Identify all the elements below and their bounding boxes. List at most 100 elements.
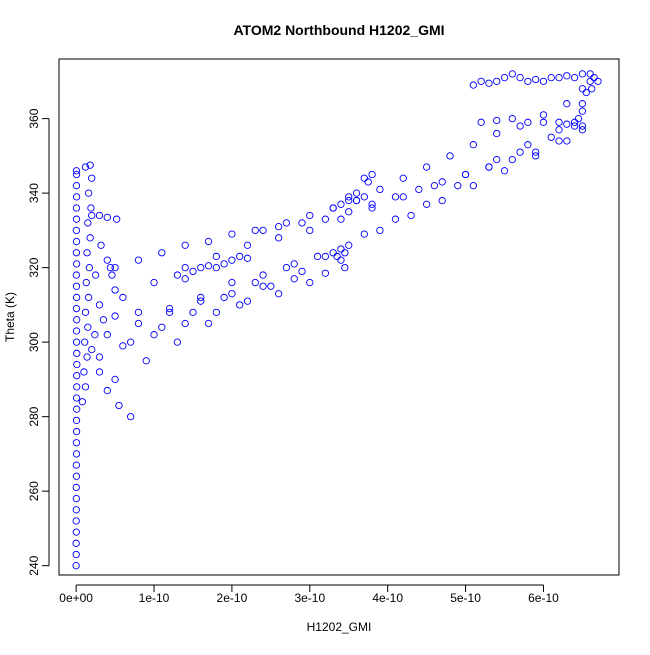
- data-point: [91, 331, 99, 339]
- data-point: [72, 204, 81, 212]
- data-point: [376, 226, 384, 235]
- data-point: [72, 517, 80, 525]
- data-point: [329, 204, 337, 212]
- data-point: [493, 116, 501, 125]
- data-point: [360, 193, 368, 201]
- data-point: [88, 174, 96, 182]
- data-point: [337, 200, 345, 208]
- data-point: [119, 293, 127, 302]
- data-point: [360, 230, 368, 238]
- data-point: [134, 256, 143, 264]
- data-point: [586, 70, 594, 78]
- data-point: [173, 271, 182, 279]
- data-point: [352, 189, 361, 197]
- data-point: [368, 200, 376, 208]
- data-point: [81, 308, 90, 316]
- data-point: [306, 226, 314, 235]
- data-point: [86, 161, 94, 169]
- data-point: [83, 249, 91, 257]
- data-point: [282, 219, 291, 227]
- data-point: [582, 88, 590, 97]
- y-axis: 240 260 280 300 320 340 360: [27, 108, 50, 576]
- data-point: [103, 256, 111, 264]
- plot-frame: [58, 58, 620, 576]
- data-point: [555, 137, 563, 145]
- data-point: [81, 383, 90, 391]
- y-tick-label: 300: [27, 332, 41, 352]
- data-point: [438, 196, 446, 205]
- data-point: [81, 163, 90, 171]
- data-point: [228, 230, 236, 238]
- x-axis-label: H1202_GMI: [307, 620, 372, 634]
- data-point: [72, 260, 81, 268]
- data-point: [95, 353, 104, 361]
- data-point: [73, 372, 81, 380]
- data-point: [85, 263, 94, 272]
- data-point: [345, 196, 353, 205]
- data-point: [563, 137, 571, 145]
- data-point: [204, 319, 213, 328]
- data-point: [547, 73, 555, 82]
- data-point: [72, 170, 81, 179]
- data-point: [516, 73, 524, 82]
- data-point: [72, 550, 80, 559]
- data-point: [72, 215, 81, 223]
- data-point: [516, 148, 524, 156]
- data-point: [189, 267, 197, 276]
- data-point: [86, 234, 94, 242]
- data-point: [82, 278, 90, 287]
- data-point: [274, 234, 283, 242]
- data-point: [438, 178, 446, 186]
- data-point: [341, 249, 349, 257]
- data-point: [72, 450, 81, 458]
- data-point: [422, 163, 431, 171]
- data-point: [352, 196, 361, 205]
- data-point: [111, 263, 119, 272]
- data-point: [555, 73, 563, 82]
- data-point: [127, 413, 135, 421]
- data-point: [73, 316, 81, 324]
- data-point: [72, 472, 81, 480]
- chart-title: ATOM2 Northbound H1202_GMI: [233, 22, 444, 38]
- y-tick-label: 340: [27, 183, 41, 203]
- data-point: [212, 308, 220, 316]
- data-point: [197, 293, 205, 302]
- data-point: [204, 262, 213, 270]
- data-point: [477, 77, 485, 86]
- data-point: [103, 331, 111, 339]
- data-point: [391, 193, 400, 201]
- data-point: [282, 263, 291, 272]
- data-point: [142, 357, 150, 365]
- data-point: [508, 114, 516, 123]
- data-point: [173, 338, 182, 346]
- data-point: [78, 398, 87, 406]
- data-point: [150, 278, 158, 287]
- data-point: [532, 75, 540, 84]
- y-tick-label: 320: [27, 257, 41, 277]
- data-point: [95, 301, 104, 309]
- data-point: [407, 211, 415, 220]
- data-point: [220, 293, 228, 302]
- data-point: [181, 263, 189, 272]
- data-point: [399, 193, 407, 201]
- data-point: [532, 148, 540, 156]
- data-point: [72, 167, 81, 175]
- data-point: [461, 170, 470, 179]
- data-point: [337, 256, 345, 264]
- data-point: [158, 249, 166, 257]
- data-point: [72, 394, 81, 402]
- data-point: [469, 81, 478, 89]
- x-axis: 0e+00 1e-10 2e-10 3e-10 4e-10 5e-10 6e-10: [59, 584, 559, 605]
- data-point: [306, 211, 314, 220]
- data-point: [150, 331, 158, 339]
- data-point: [570, 122, 579, 130]
- data-point: [586, 77, 594, 86]
- data-point: [555, 118, 563, 126]
- data-point: [243, 254, 252, 262]
- data-point: [72, 226, 81, 235]
- data-point: [422, 200, 431, 208]
- x-tick-label: 5e-10: [450, 591, 481, 605]
- y-tick-label: 360: [27, 108, 41, 128]
- data-point: [212, 263, 220, 272]
- data-point: [73, 360, 81, 369]
